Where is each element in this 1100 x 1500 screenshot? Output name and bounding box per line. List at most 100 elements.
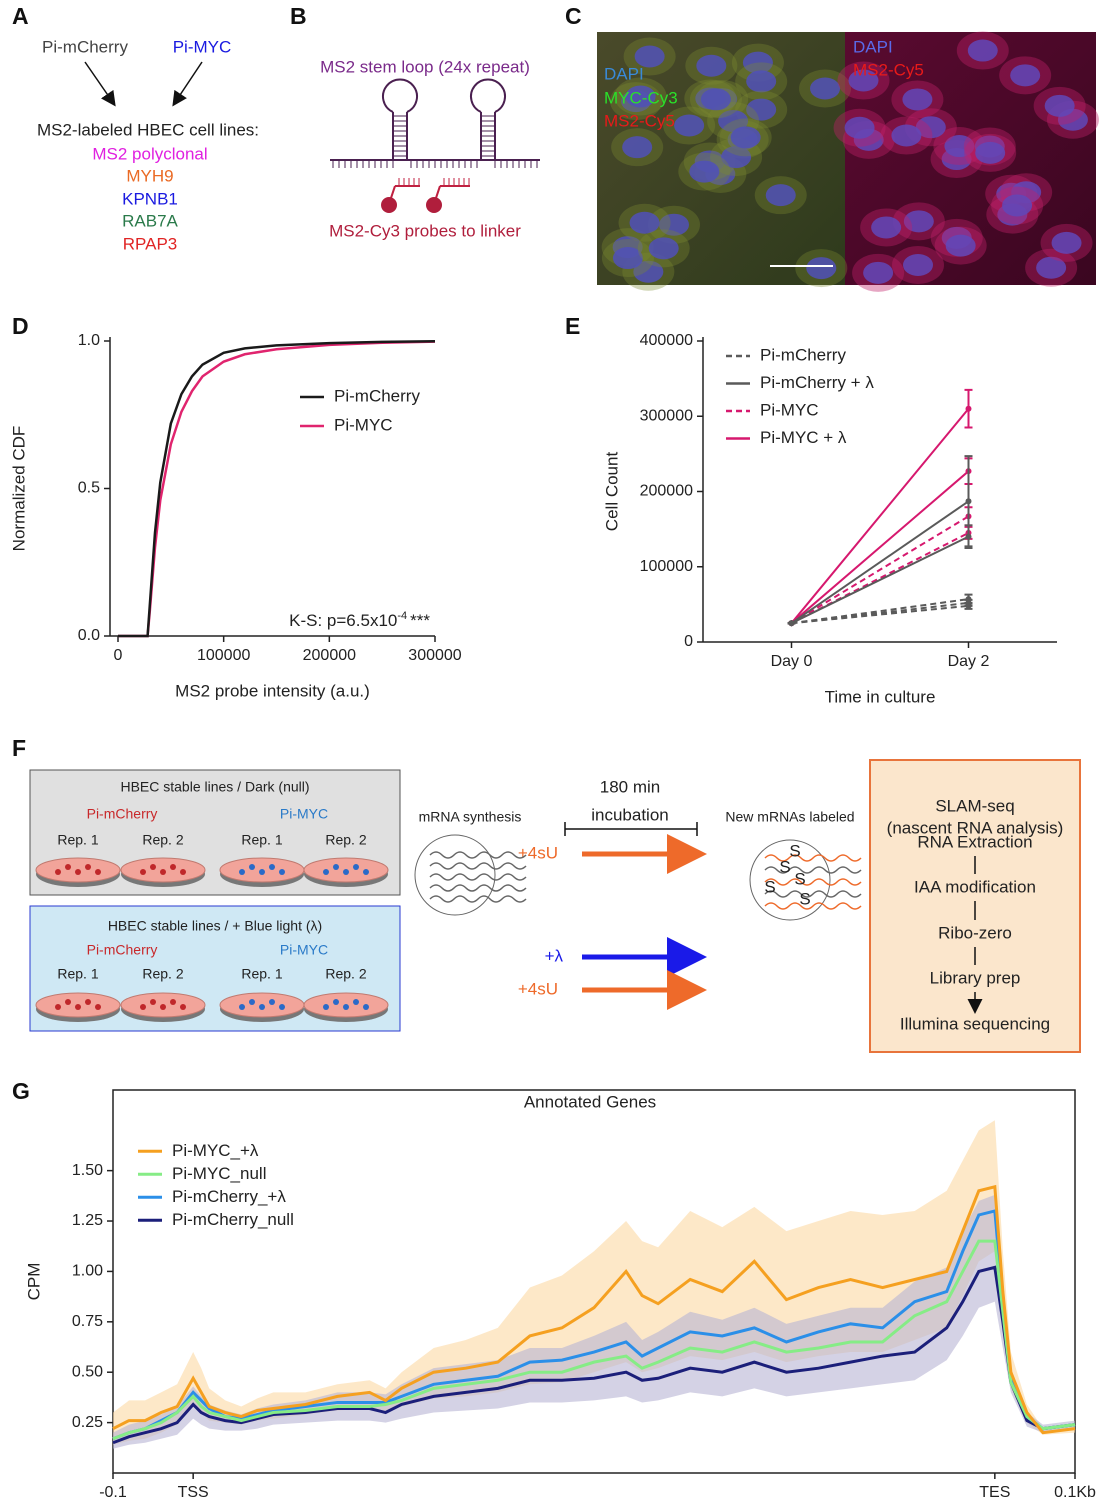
slam-step: IAA modification xyxy=(914,877,1036,896)
y-tick-label: 300000 xyxy=(640,407,693,424)
cell-dot xyxy=(323,869,329,875)
cell-dot xyxy=(353,864,359,870)
x-tick-label: TSS xyxy=(178,1484,209,1500)
cell-dot xyxy=(269,999,275,1005)
x-axis-label: Time in culture xyxy=(825,687,936,706)
cell-dot xyxy=(180,1004,186,1010)
line xyxy=(112,1239,1076,1441)
nucleus xyxy=(1044,94,1075,117)
cell-dot xyxy=(85,999,91,1005)
cell-dot xyxy=(343,869,349,875)
x-tick-label: Day 2 xyxy=(948,653,990,670)
rna xyxy=(429,873,527,881)
rep-label: Rep. 2 xyxy=(325,966,366,982)
diagram-label: MS2 stem loop (24x repeat) xyxy=(320,57,530,76)
annotation-part: -4 xyxy=(397,610,407,622)
nucleus xyxy=(945,234,976,257)
nucleus xyxy=(634,45,665,68)
slam-step: Library prep xyxy=(930,968,1021,987)
y-tick-label: 0.0 xyxy=(78,627,100,644)
cell-dot xyxy=(65,864,71,870)
rna xyxy=(764,902,862,910)
channel-label: MYC-Cy3 xyxy=(604,88,678,107)
line xyxy=(112,1265,1076,1445)
rep-label: Rep. 2 xyxy=(142,966,183,982)
incubation-label: 180 min xyxy=(600,777,660,796)
channel-label: DAPI xyxy=(853,37,893,56)
probe xyxy=(435,185,441,199)
nucleus xyxy=(746,70,777,93)
label-marker: S xyxy=(799,889,810,908)
annotation-part: *** xyxy=(410,611,430,630)
nucleus xyxy=(730,126,761,149)
cell-dot xyxy=(140,1004,146,1010)
nucleus xyxy=(765,184,796,207)
nucleus xyxy=(1002,194,1033,217)
line xyxy=(791,604,969,625)
annotation-part: K-S: p=6.5x10 xyxy=(289,611,397,630)
cell-dot xyxy=(170,864,176,870)
label-marker: S xyxy=(764,877,775,896)
rna xyxy=(429,884,527,892)
rna xyxy=(429,895,527,903)
legend-label: Pi-MYC_+λ xyxy=(172,1141,259,1160)
box-title: HBEC stable lines / Dark (null) xyxy=(120,779,309,795)
cell-dot xyxy=(279,869,285,875)
stem-loop-diagram xyxy=(330,78,540,213)
y-tick-label: 0.5 xyxy=(78,480,100,497)
diagram-label: MS2-Cy3 probes to linker xyxy=(329,221,521,240)
legend-label: Pi-MYC_null xyxy=(172,1164,266,1183)
loop xyxy=(470,78,506,113)
line-label: Pi-mCherry xyxy=(87,806,158,822)
y-tick-label: 1.25 xyxy=(72,1212,103,1229)
line xyxy=(112,1209,1076,1441)
chart-title: Annotated Genes xyxy=(524,1092,656,1111)
dishes xyxy=(35,857,389,1022)
cell-line: MS2 polyclonal xyxy=(92,144,207,163)
y-tick-label: 400000 xyxy=(640,332,693,349)
cell-dot xyxy=(75,1004,81,1010)
y-tick-label: 0.50 xyxy=(72,1363,103,1380)
cell-dot xyxy=(259,869,265,875)
label-marker: S xyxy=(794,869,805,888)
nucleus xyxy=(967,39,998,62)
nucleus xyxy=(1051,231,1082,254)
x-tick-label: Day 0 xyxy=(771,653,813,670)
channel-label: MS2-Cy5 xyxy=(853,60,924,79)
cell-dot xyxy=(249,999,255,1005)
y-tick-label: 1.0 xyxy=(78,332,100,349)
cell-dot xyxy=(160,869,166,875)
cell-dot xyxy=(363,1004,369,1010)
y-tick-label: 0.75 xyxy=(72,1313,103,1330)
label-marker: S xyxy=(779,857,790,876)
cell-dot xyxy=(65,999,71,1005)
annotation: K-S: p=6.5x10-4 *** xyxy=(289,610,430,631)
nucleus xyxy=(915,116,946,139)
cell-dot xyxy=(140,869,146,875)
line xyxy=(790,470,970,624)
nucleus xyxy=(902,88,933,111)
line-label: Pi-MYC xyxy=(280,942,328,958)
channel-label: DAPI xyxy=(604,64,644,83)
probe xyxy=(390,185,396,199)
panel-label: B xyxy=(290,3,307,29)
nucleus xyxy=(891,124,922,147)
line xyxy=(790,515,970,625)
cell-dot xyxy=(363,869,369,875)
x-tick-label: 200000 xyxy=(303,647,356,664)
cell-dot xyxy=(323,1004,329,1010)
source-label: Pi-MYC xyxy=(173,37,232,56)
y-axis-label: Cell Count xyxy=(602,452,621,532)
cell-dot xyxy=(85,864,91,870)
legend-label: Pi-MYC + λ xyxy=(760,428,847,447)
plot-frame xyxy=(112,1089,1076,1474)
rep-label: Rep. 1 xyxy=(57,966,98,982)
x-tick-label: 0 xyxy=(114,647,123,664)
cell-dot xyxy=(239,869,245,875)
band xyxy=(113,1120,1075,1445)
heading: MS2-labeled HBEC cell lines: xyxy=(37,120,259,139)
nucleus xyxy=(633,260,664,283)
legend-label: Pi-MYC xyxy=(334,416,393,435)
